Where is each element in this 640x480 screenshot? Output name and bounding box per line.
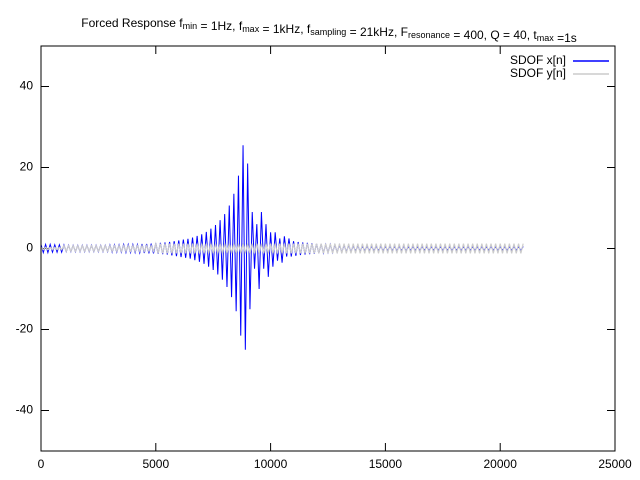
title-subscript: max bbox=[537, 33, 555, 43]
x-tick-label: 15000 bbox=[369, 457, 403, 471]
x-tick-label: 0 bbox=[38, 457, 45, 471]
legend-label: SDOF x[n] bbox=[510, 53, 566, 67]
title-text: = 21kHz, F bbox=[346, 25, 408, 39]
title-text: Forced Response f bbox=[81, 16, 183, 30]
y-tick-label: -40 bbox=[16, 403, 34, 417]
y-tick-label: 0 bbox=[26, 241, 33, 255]
plot-border bbox=[40, 45, 616, 452]
series-line bbox=[40, 241, 524, 254]
title-subscript: min bbox=[183, 21, 198, 31]
x-tick-label: 25000 bbox=[598, 457, 632, 471]
title-text: = 1Hz, f bbox=[197, 19, 243, 33]
chart-title: Forced Response fmin = 1Hz, fmax = 1kHz,… bbox=[81, 16, 577, 45]
y-tick-label: 40 bbox=[20, 79, 34, 93]
title-subscript: sampling bbox=[310, 27, 346, 37]
x-tick-label: 5000 bbox=[142, 457, 169, 471]
y-tick-label: 20 bbox=[20, 160, 34, 174]
x-tick-label: 10000 bbox=[254, 457, 288, 471]
title-subscript: max bbox=[242, 24, 260, 34]
title-subscript: resonance bbox=[408, 30, 450, 40]
title-text: = 400, Q = 40, t bbox=[450, 28, 537, 42]
x-tick-label: 20000 bbox=[484, 457, 518, 471]
legend-label: SDOF y[n] bbox=[510, 66, 566, 80]
y-tick-label: -20 bbox=[16, 322, 34, 336]
title-text: =1s bbox=[554, 31, 577, 45]
title-text: = 1kHz, f bbox=[259, 22, 311, 36]
